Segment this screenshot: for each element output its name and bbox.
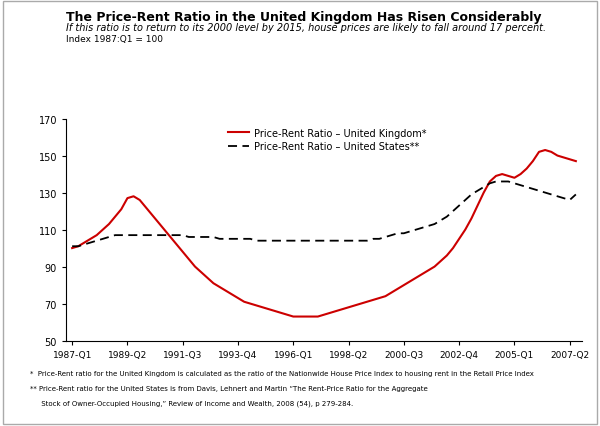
- Text: Index 1987:Q1 = 100: Index 1987:Q1 = 100: [66, 35, 163, 44]
- Text: *  Price-Rent ratio for the United Kingdom is calculated as the ratio of the Nat: * Price-Rent ratio for the United Kingdo…: [30, 371, 534, 377]
- Text: If this ratio is to return to its 2000 level by 2015, house prices are likely to: If this ratio is to return to its 2000 l…: [66, 23, 546, 33]
- Text: Stock of Owner-Occupied Housing,” Review of Income and Wealth, 2008 (54), p 279-: Stock of Owner-Occupied Housing,” Review…: [30, 400, 353, 406]
- Text: The Price-Rent Ratio in the United Kingdom Has Risen Considerably: The Price-Rent Ratio in the United Kingd…: [66, 11, 542, 23]
- Text: ** Price-Rent ratio for the United States is from Davis, Lehnert and Martin “The: ** Price-Rent ratio for the United State…: [30, 386, 428, 391]
- Legend: Price-Rent Ratio – United Kingdom*, Price-Rent Ratio – United States**: Price-Rent Ratio – United Kingdom*, Pric…: [226, 127, 428, 154]
